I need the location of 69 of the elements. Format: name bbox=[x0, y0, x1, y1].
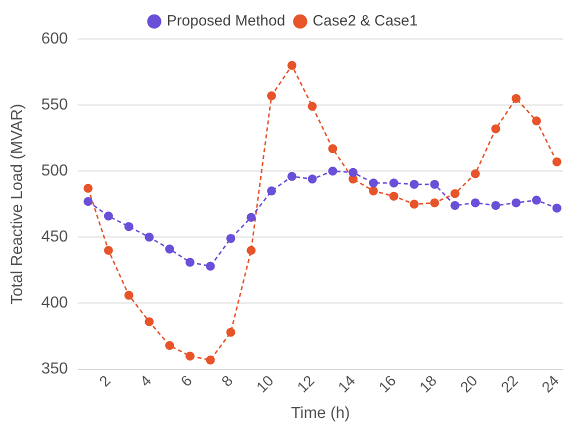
point bbox=[470, 198, 480, 208]
point bbox=[368, 178, 378, 188]
point bbox=[206, 262, 215, 271]
point bbox=[328, 144, 338, 154]
point bbox=[104, 212, 113, 221]
y-tick-label: 400 bbox=[41, 294, 68, 312]
point bbox=[308, 102, 317, 111]
point bbox=[348, 168, 358, 177]
y-tick-label: 600 bbox=[41, 30, 68, 48]
x-tick-label: 12 bbox=[294, 372, 318, 396]
point bbox=[124, 290, 134, 300]
x-axis-title: Time (h) bbox=[290, 404, 350, 422]
point bbox=[532, 116, 542, 126]
point bbox=[450, 200, 460, 210]
y-tick-label: 350 bbox=[41, 360, 68, 378]
point bbox=[267, 91, 276, 100]
point bbox=[328, 166, 338, 176]
point bbox=[491, 200, 500, 210]
point bbox=[246, 246, 256, 255]
point bbox=[246, 212, 256, 222]
x-tick-label: 2 bbox=[96, 372, 114, 390]
point bbox=[552, 157, 562, 166]
x-tick-label: 4 bbox=[137, 372, 155, 390]
point bbox=[552, 204, 562, 213]
x-tick-label: 6 bbox=[178, 372, 196, 390]
y-tick-label: 550 bbox=[41, 96, 68, 114]
x-tick-label: 16 bbox=[376, 372, 400, 396]
point bbox=[226, 234, 236, 243]
point bbox=[430, 198, 440, 208]
x-tick-label: 10 bbox=[253, 372, 278, 396]
point bbox=[491, 124, 500, 134]
point bbox=[186, 352, 194, 361]
x-tick-label: 24 bbox=[538, 372, 563, 396]
legend-label: Case2 & Case1 bbox=[312, 12, 418, 30]
point bbox=[144, 317, 154, 326]
point bbox=[389, 192, 398, 201]
point bbox=[512, 94, 521, 103]
point bbox=[104, 246, 113, 255]
point bbox=[84, 196, 93, 206]
point bbox=[144, 232, 154, 242]
x-tick-label: 18 bbox=[416, 372, 440, 396]
point bbox=[389, 178, 398, 188]
point bbox=[226, 328, 236, 337]
point bbox=[430, 180, 440, 189]
point bbox=[165, 244, 174, 254]
point bbox=[206, 356, 215, 365]
point bbox=[165, 340, 174, 350]
y-tick-label: 450 bbox=[41, 228, 68, 246]
point bbox=[287, 60, 296, 70]
legend-label: Proposed Method bbox=[166, 12, 286, 30]
point bbox=[287, 172, 296, 181]
point bbox=[308, 174, 317, 184]
x-tick-label: 20 bbox=[457, 372, 482, 396]
point bbox=[470, 169, 480, 178]
point bbox=[512, 198, 521, 208]
x-tick-label: 22 bbox=[498, 372, 522, 396]
point bbox=[450, 189, 460, 198]
point bbox=[410, 180, 419, 189]
point bbox=[410, 200, 419, 209]
point bbox=[368, 186, 378, 196]
x-tick-label: 14 bbox=[334, 372, 359, 396]
y-tick-label: 500 bbox=[41, 162, 68, 180]
y-axis-title: Total Reactive Load (MVAR) bbox=[9, 104, 26, 304]
point bbox=[532, 196, 542, 205]
point bbox=[186, 258, 194, 267]
point bbox=[267, 186, 276, 196]
point bbox=[124, 222, 134, 232]
point bbox=[84, 184, 93, 193]
x-tick-label: 8 bbox=[218, 372, 237, 390]
